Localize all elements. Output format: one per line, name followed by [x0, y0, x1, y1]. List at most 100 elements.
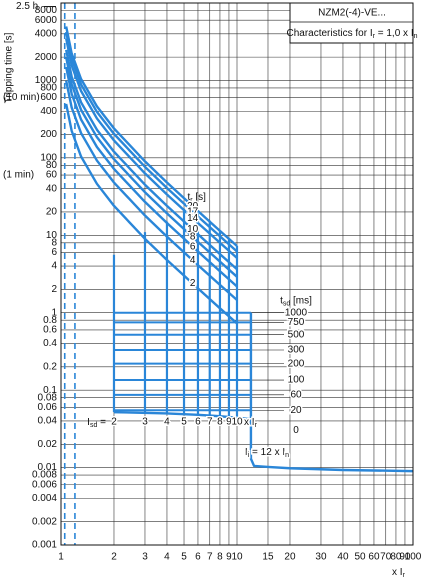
tsd-label: 20 — [290, 405, 302, 416]
ii-label: Ii = 12 x In — [245, 447, 289, 460]
tsd-label: 300 — [288, 345, 305, 356]
tsd-label: 60 — [290, 389, 302, 400]
y-tick-label: 0.001 — [32, 540, 57, 551]
x-tick-label: 30 — [315, 552, 327, 563]
plot-frame — [60, 2, 414, 546]
tsd-header: tsd [ms] — [280, 295, 312, 308]
isd-label: 4 — [164, 417, 170, 428]
y-tick-label: 2000 — [35, 52, 58, 63]
text-part: x I — [392, 567, 403, 578]
y-tick-label: 10 — [46, 230, 58, 241]
y-tick-label: 0.04 — [38, 416, 58, 427]
y-tick-label: 8 — [51, 237, 57, 248]
x-tick-label: 3 — [142, 552, 148, 563]
y-tick-label: 800 — [40, 83, 57, 94]
y-tick-label: 1 — [51, 307, 57, 318]
x-tick-label: 4 — [164, 552, 170, 563]
y-tick-label: 0.4 — [43, 338, 57, 349]
y-tick-label: 8000 — [35, 5, 58, 16]
tr-label: 8 — [190, 232, 196, 243]
y-tick-label: 400 — [40, 106, 57, 117]
tr-header: tr [s] — [187, 192, 206, 205]
isd-label: 2 — [111, 417, 117, 428]
grid — [60, 3, 414, 546]
x-tick-label: 5 — [181, 552, 187, 563]
y-tick-label: 0.01 — [38, 462, 58, 473]
y-annotation: (10 min) — [3, 92, 40, 103]
y-tick-label: 0.006 — [32, 479, 57, 490]
x-tick-label: 60 — [368, 552, 380, 563]
y-tick-label: 0.02 — [38, 439, 58, 450]
text-part: n — [414, 33, 418, 40]
text-part: r — [403, 572, 406, 579]
text-part: = 1,0 x I — [375, 28, 414, 39]
x-tick-label: 2 — [111, 552, 117, 563]
y-tick-label: 0.1 — [43, 385, 57, 396]
isd-label: 8 — [217, 417, 223, 428]
labels: 1 2 3 4 5 6 7 8 9 10 15 20 30 40 50 60 70 80901000.0010.0… — [3, 1, 422, 562]
tsd-label: 0 — [293, 425, 299, 436]
y-tick-label: 100 — [40, 152, 57, 163]
x-tick-label: 80 — [390, 552, 402, 563]
tsd-label: 750 — [288, 317, 305, 328]
tr-label: 6 — [190, 241, 196, 252]
text-part: I — [245, 447, 248, 458]
text-part: r — [255, 422, 258, 429]
x-tick-label: 8 — [217, 552, 223, 563]
y-axis-label: Tripping time [s] — [4, 32, 15, 103]
isd-label: 6 — [195, 417, 201, 428]
title: NZM2(-4)-VE... — [318, 8, 386, 19]
x-tick-label: 1 — [58, 552, 64, 563]
x-tick-label: 20 — [284, 552, 296, 563]
curves — [63, 3, 414, 545]
x-tick-label: 90 — [399, 552, 411, 563]
sd-floor — [113, 410, 252, 421]
x-tick-label: 40 — [337, 552, 349, 563]
y-tick-label: 4000 — [35, 28, 58, 39]
x-tick-label: 10 — [231, 552, 243, 563]
instantaneous-curve — [249, 312, 414, 473]
y-tick-label: 0.002 — [32, 516, 57, 527]
tr-label: 4 — [190, 255, 196, 266]
isd-label: 7 — [207, 417, 213, 428]
subtitle: Characteristics for Ir = 1,0 x In — [286, 28, 417, 41]
isd-label: 3 — [142, 417, 148, 428]
y-tick-label: 4 — [51, 261, 57, 272]
y-tick-label: 200 — [40, 129, 57, 140]
title-box — [289, 2, 414, 44]
y-tick-label: 0.06 — [38, 402, 58, 413]
y-tick-label: 80 — [46, 160, 58, 171]
y-tick-label: 20 — [46, 207, 58, 218]
x-tick-label: 9 — [226, 552, 232, 563]
y-tick-label: 60 — [46, 170, 58, 181]
tr-label: 10 — [187, 224, 199, 235]
text-part: sd — [283, 301, 291, 308]
tr-label: 14 — [187, 213, 199, 224]
x-tick-label: 50 — [354, 552, 366, 563]
y-tick-label: 40 — [46, 183, 58, 194]
y-tick-label: 0.8 — [43, 315, 57, 326]
isd-header: Isd = — [87, 417, 106, 430]
text-part: I — [87, 417, 90, 428]
text-part: r — [373, 33, 376, 40]
text-part: = 12 x I — [249, 447, 285, 458]
tr-label: 20 — [187, 201, 199, 212]
x-tick-label: 70 — [380, 552, 392, 563]
y-tick-label: 1000 — [35, 75, 58, 86]
isd-label: 10 — [231, 417, 243, 428]
isd-label: 9 — [226, 417, 232, 428]
x-tick-label: 100 — [405, 552, 422, 563]
x-axis-label: x Ir — [392, 567, 406, 580]
text-part: n — [285, 452, 289, 459]
text-part: x I — [244, 417, 255, 428]
y-annotation: (1 min) — [3, 170, 34, 181]
text-part: t — [187, 192, 190, 203]
text-part: = — [97, 417, 106, 428]
tr-label: 2 — [190, 278, 196, 289]
tsd-label: 1000 — [285, 307, 308, 318]
y-annotation: 2.5 h — [16, 1, 38, 12]
y-tick-label: 0.08 — [38, 392, 58, 403]
x-tick-label: 6 — [195, 552, 201, 563]
